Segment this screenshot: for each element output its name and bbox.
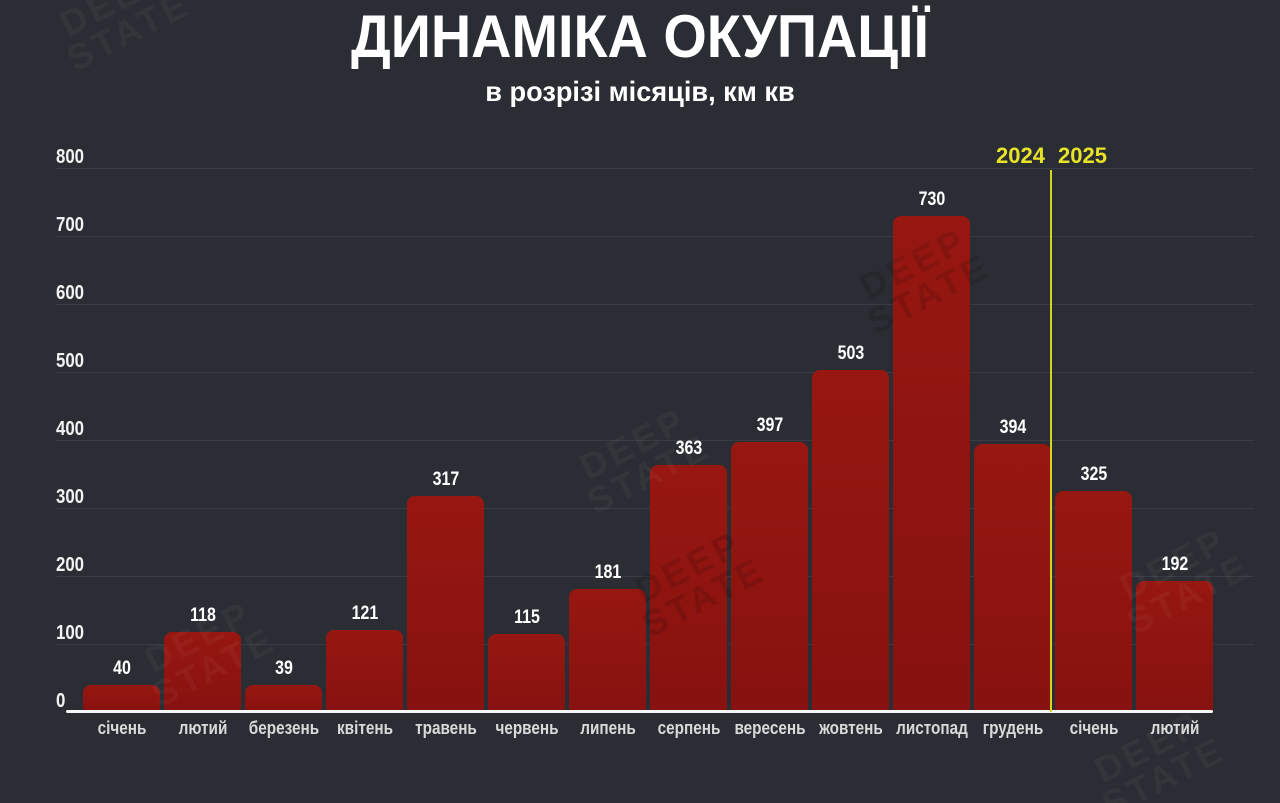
bar-6-червень [488, 634, 565, 712]
bar-9-вересень [731, 442, 808, 712]
bar-13-січень [1055, 491, 1132, 712]
bar-1-січень [83, 685, 160, 712]
y-tick-label-500: 500 [56, 350, 85, 372]
y-tick-label-0: 0 [56, 690, 66, 712]
bar-5-травень [407, 496, 484, 712]
year-label-2025: 2025 [1058, 143, 1107, 168]
month-label: січень [1069, 718, 1118, 738]
bar-4-квітень [326, 630, 403, 712]
bar-value-label: 121 [351, 603, 378, 624]
month-label: червень [494, 718, 559, 738]
gridline-700 [55, 235, 1254, 237]
bar-14-лютий [1136, 581, 1213, 712]
month-label: березень [248, 718, 319, 738]
gridline-500 [55, 371, 1254, 373]
bar-value-label: 730 [918, 189, 945, 210]
y-tick-label-700: 700 [56, 214, 85, 236]
bar-value-label: 192 [1161, 554, 1188, 575]
bar-8-серпень [650, 465, 727, 712]
bar-value-label: 325 [1080, 464, 1107, 485]
bar-value-label: 397 [756, 415, 783, 436]
month-label: вересень [733, 718, 806, 738]
month-label: серпень [657, 718, 720, 738]
y-tick-label-600: 600 [56, 282, 85, 304]
bar-10-жовтень [812, 370, 889, 712]
x-axis-line [66, 710, 1213, 713]
y-tick-label-100: 100 [56, 622, 85, 644]
month-label: листопад [895, 718, 968, 738]
gridline-400 [55, 439, 1254, 441]
month-label: липень [579, 718, 636, 738]
bar-value-label: 118 [189, 605, 216, 626]
bar-value-label: 40 [112, 658, 131, 679]
month-label: грудень [982, 718, 1043, 738]
year-divider-line [1050, 170, 1052, 712]
bar-value-label: 115 [513, 607, 540, 628]
year-label-2024: 2024 [996, 143, 1045, 168]
chart-subtitle: в розрізі місяців, км кв [485, 76, 795, 107]
gridline-600 [55, 303, 1254, 305]
watermark-deepstate: DEEP STATE [1082, 702, 1231, 803]
bar-12-грудень [974, 444, 1051, 712]
bar-value-label: 39 [274, 658, 293, 679]
month-label: травень [414, 718, 477, 738]
month-label: лютий [178, 718, 227, 738]
y-tick-label-300: 300 [56, 486, 85, 508]
chart-title: ДИНАМІКА ОКУПАЦІЇ [351, 3, 929, 70]
bar-value-label: 503 [837, 343, 864, 364]
y-tick-label-200: 200 [56, 554, 85, 576]
bar-2-лютий [164, 632, 241, 712]
month-label: січень [97, 718, 146, 738]
bar-7-липень [569, 589, 646, 712]
month-label: квітень [336, 718, 393, 738]
y-tick-label-800: 800 [56, 146, 85, 168]
bar-value-label: 317 [432, 469, 459, 490]
month-label: жовтень [818, 718, 883, 738]
bar-11-листопад [893, 216, 970, 712]
bar-3-березень [245, 685, 322, 712]
bar-value-label: 363 [675, 438, 702, 459]
gridline-800 [55, 167, 1254, 169]
bar-value-label: 181 [594, 562, 621, 583]
y-tick-label-400: 400 [56, 418, 85, 440]
bar-value-label: 394 [999, 417, 1026, 438]
month-label: лютий [1150, 718, 1199, 738]
